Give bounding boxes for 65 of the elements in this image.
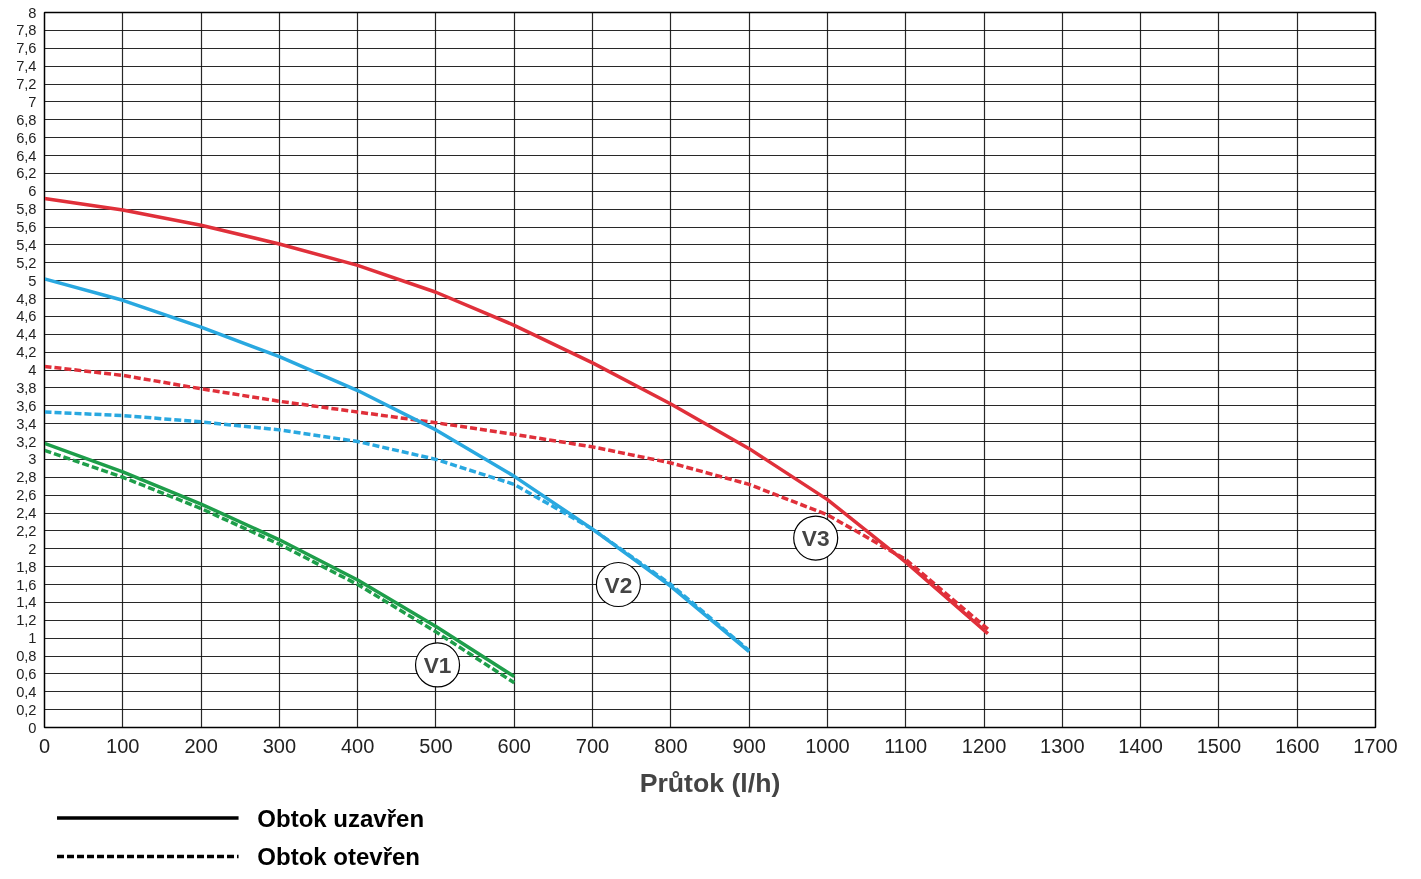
y-tick-label: 6 [28,183,37,200]
y-tick-label: 4 [28,362,37,378]
x-tick-label: 100 [106,734,140,757]
x-tick-label: 800 [654,734,688,757]
y-tick-label: 2,8 [16,469,37,486]
y-tick-label: 7,2 [16,76,37,92]
y-tick-label: 4,4 [16,326,37,343]
y-tick-label: 3,4 [16,415,37,432]
y-tick-label: 6,8 [16,111,37,128]
x-tick-label: 300 [262,734,297,757]
x-axis-title: Průtok (l/h) [639,767,781,798]
y-tick-label: 4,8 [16,290,37,307]
x-tick-label: 1600 [1274,734,1320,757]
x-tick-label: 700 [575,734,610,757]
y-tick-label: 3,6 [16,397,37,414]
y-tick-label: 2,6 [16,487,37,504]
x-tick-label: 500 [419,734,453,757]
annotation: V2 [604,571,633,598]
annotation: V1 [423,651,452,678]
y-tick-label: 0,8 [16,648,37,664]
y-tick-label: 7,8 [16,22,37,39]
y-tick-label: 0,6 [16,665,37,682]
y-tick-label: 6,6 [16,129,37,146]
y-tick-label: 1,8 [16,558,37,575]
y-tick-label: 1 [28,630,37,647]
x-tick-label: 900 [732,734,766,757]
annotation: V3 [801,525,830,552]
y-tick-label: 4,2 [16,344,37,361]
y-tick-label: 5 [28,272,37,289]
line-series [44,196,990,636]
x-tick-label: 1200 [961,734,1007,757]
x-tick-label: 1400 [1118,734,1163,757]
x-tick-label: 200 [184,734,218,757]
x-tick-label: 1500 [1196,734,1242,757]
y-tick-label: 5,6 [16,219,37,235]
y-tick-label: 5,2 [16,254,37,271]
x-tick-label: 1700 [1353,734,1398,757]
y-tick-label: 6,2 [16,165,37,182]
y-tick-label: 0 [28,719,37,736]
y-tick-label: 7,4 [16,58,37,75]
y-tick-label: 4,6 [16,308,37,325]
y-tick-label: 7,6 [16,40,37,57]
y-tick-label: 1,4 [16,594,37,611]
y-tick-label: 0,4 [16,683,37,700]
y-tick-label: 3,2 [16,433,37,450]
y-tick-label: 2,2 [16,522,37,539]
x-tick-label: 400 [340,734,375,757]
x-tick-label: 1100 [884,734,928,757]
y-tick-label: 7 [28,93,37,110]
y-tick-label: 0,2 [16,701,37,718]
x-tick-label: 1000 [805,734,850,757]
y-tick-label: 5,4 [16,236,37,253]
y-tick-label: 3,8 [16,379,37,396]
x-tick-label: 1300 [1040,734,1085,757]
x-tick-label: 600 [497,734,531,757]
y-tick-label: 1,2 [16,612,37,629]
text: Obtok otevřen [257,843,421,870]
text: Obtok uzavřen [257,804,425,832]
y-tick-label: 2,4 [16,505,37,521]
y-tick-label: 2 [28,540,37,557]
y-tick-label: 3 [28,451,37,468]
y-tick-label: 1,6 [16,576,37,593]
y-tick-label: 8 [28,4,37,21]
y-tick-label: 5,8 [16,201,37,218]
y-tick-label: 6,4 [16,147,37,164]
